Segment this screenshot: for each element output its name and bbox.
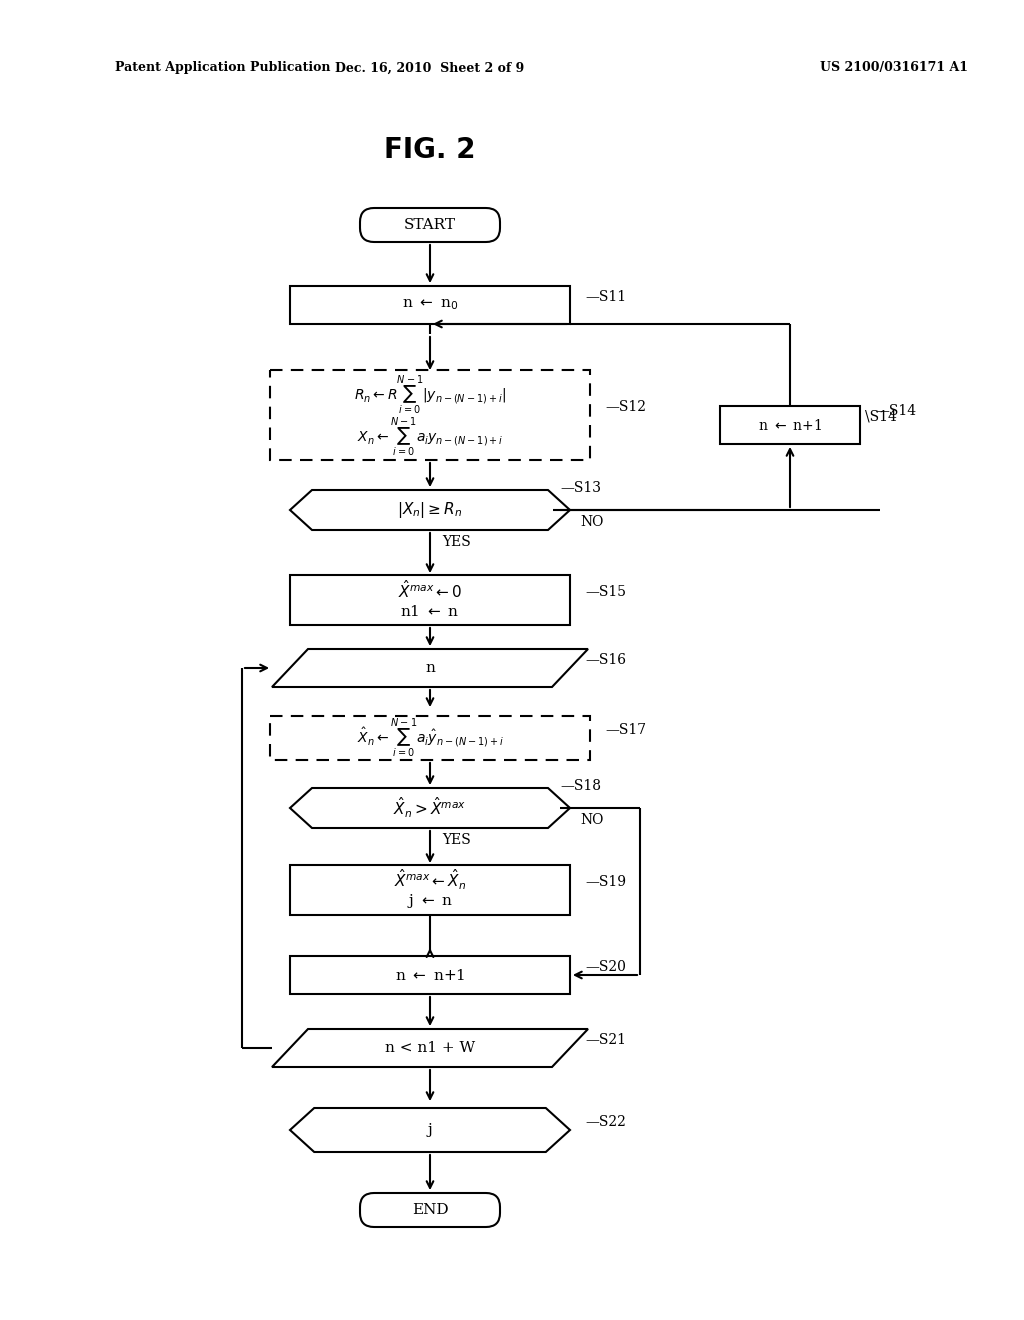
Text: $\hat{X}^{max} \leftarrow \hat{X}_n$: $\hat{X}^{max} \leftarrow \hat{X}_n$ [394,867,466,892]
Text: END: END [412,1203,449,1217]
FancyBboxPatch shape [360,1193,500,1228]
Text: $R_n \leftarrow R\sum_{i=0}^{N-1}|y_{n-(N-1)+i}|$: $R_n \leftarrow R\sum_{i=0}^{N-1}|y_{n-(… [354,374,506,417]
Polygon shape [272,1030,588,1067]
Polygon shape [272,649,588,686]
Text: —S12: —S12 [605,400,646,414]
Text: n $\leftarrow$ n$+$1: n $\leftarrow$ n$+$1 [395,968,465,982]
Polygon shape [290,1107,570,1152]
Bar [290,865,570,915]
Text: —S11: —S11 [585,290,626,304]
FancyBboxPatch shape [360,209,500,242]
Text: —S21: —S21 [585,1034,626,1047]
Text: n $\leftarrow$ n$_0$: n $\leftarrow$ n$_0$ [401,297,458,313]
Text: YES: YES [442,833,471,847]
Text: $X_n \leftarrow \sum_{i=0}^{N-1} a_i y_{n-(N-1)+i}$: $X_n \leftarrow \sum_{i=0}^{N-1} a_i y_{… [356,414,503,459]
Bar [720,407,860,444]
Text: n: n [425,661,435,675]
Text: YES: YES [442,535,471,549]
Text: n $\leftarrow$ n$+$1: n $\leftarrow$ n$+$1 [758,417,822,433]
Polygon shape [290,788,570,828]
Text: NO: NO [580,515,603,529]
Bar [290,576,570,624]
Text: FIG. 2: FIG. 2 [384,136,476,164]
Text: —S19: —S19 [585,875,626,888]
Text: j $\leftarrow$ n: j $\leftarrow$ n [407,892,453,909]
Text: n1 $\leftarrow$ n: n1 $\leftarrow$ n [400,603,460,619]
Text: Patent Application Publication: Patent Application Publication [115,62,331,74]
Text: —S13: —S13 [560,480,601,495]
Text: START: START [404,218,456,232]
Text: \S14: \S14 [865,411,897,424]
Text: $\hat{X}_n \leftarrow \sum_{i=0}^{N-1} a_i\hat{y}_{n-(N-1)+i}$: $\hat{X}_n \leftarrow \sum_{i=0}^{N-1} a… [356,715,504,760]
Bar [270,370,590,459]
Text: —S20: —S20 [585,960,626,974]
Text: $\hat{X}^{max} \leftarrow 0$: $\hat{X}^{max} \leftarrow 0$ [398,579,462,601]
Bar [270,715,590,760]
Bar [290,956,570,994]
Polygon shape [290,490,570,531]
Text: —S16: —S16 [585,653,626,667]
Text: NO: NO [580,813,603,828]
Text: Dec. 16, 2010  Sheet 2 of 9: Dec. 16, 2010 Sheet 2 of 9 [336,62,524,74]
Text: —S15: —S15 [585,585,626,599]
Text: —S18: —S18 [560,779,601,793]
Text: $\hat{X}_n > \hat{X}^{max}$: $\hat{X}_n > \hat{X}^{max}$ [393,796,467,820]
Bar [290,286,570,323]
Text: —S22: —S22 [585,1115,626,1129]
Text: $|X_n| \geq R_n$: $|X_n| \geq R_n$ [397,500,463,520]
Text: —S14: —S14 [874,404,916,418]
Text: —S17: —S17 [605,723,646,737]
Text: US 2100/0316171 A1: US 2100/0316171 A1 [820,62,968,74]
Text: n < n1 + W: n < n1 + W [385,1041,475,1055]
Text: j: j [428,1123,432,1137]
